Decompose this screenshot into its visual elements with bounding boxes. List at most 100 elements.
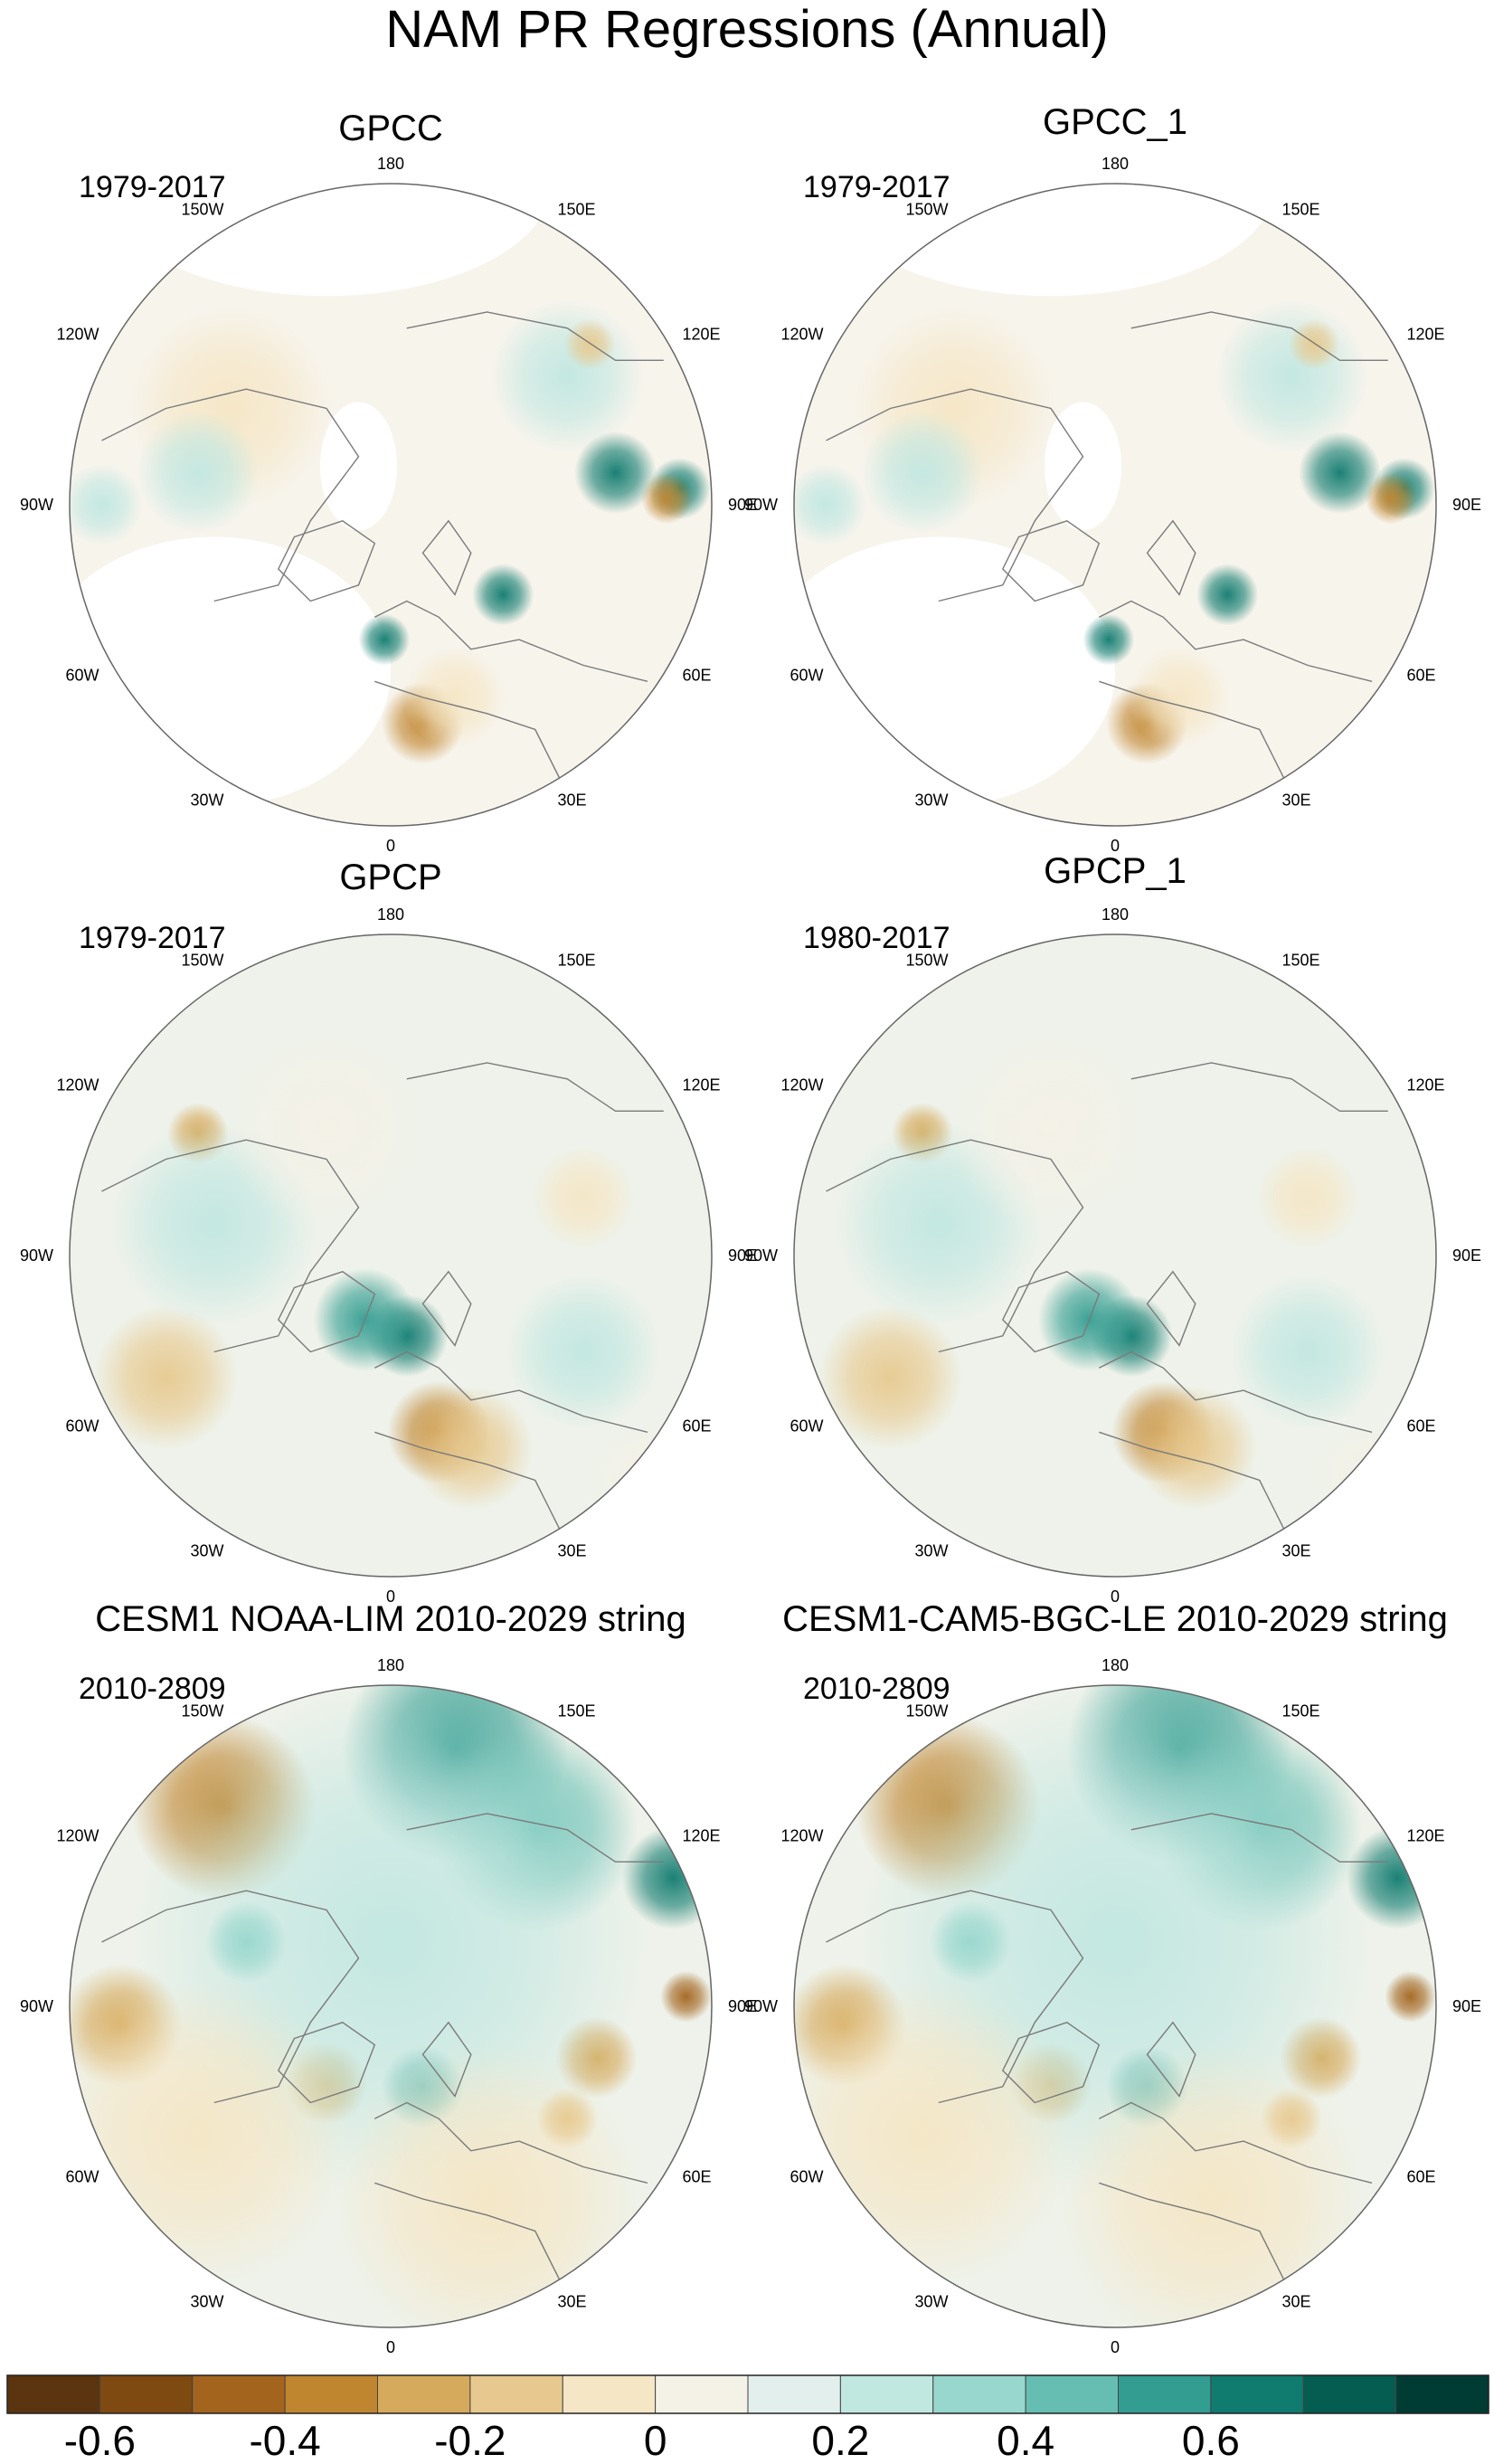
lon-label: 120E xyxy=(682,1076,720,1095)
anomaly-blob xyxy=(93,1305,239,1450)
map-border xyxy=(69,183,713,827)
panel-6: 180 150E 120E 90E 60E 30E 0 30W 60W 90W 120W 150W CE… xyxy=(744,1599,1481,2356)
map-border xyxy=(793,183,1437,827)
anomaly-blob xyxy=(563,318,616,370)
lon-label: 150E xyxy=(1282,952,1320,970)
anomaly-blob xyxy=(333,2044,641,2327)
lon-label: 120W xyxy=(780,1076,823,1095)
lon-label: 90W xyxy=(744,1246,778,1265)
anomaly-blob xyxy=(1133,1386,1257,1511)
anomaly-blob xyxy=(929,1900,1012,1984)
anomaly-blob xyxy=(1385,1970,1436,2023)
lon-label: 60E xyxy=(1406,667,1435,685)
anomaly-blob xyxy=(1128,646,1231,749)
anomaly-blob xyxy=(948,1024,1154,1230)
precip-field xyxy=(794,184,1436,826)
lon-label: 90E xyxy=(1452,1997,1481,2015)
lon-label: 90E xyxy=(1452,1246,1481,1265)
anomaly-blob xyxy=(640,472,693,525)
lon-label: 30E xyxy=(558,2292,587,2310)
lon-label: 90E xyxy=(728,1246,757,1265)
lon-label: 120W xyxy=(56,326,99,344)
anomaly-blob xyxy=(1365,472,1417,525)
panel-5: 180 150E 120E 90E 60E 30E 0 30W 60W 90W 120W 150W CE… xyxy=(20,1599,757,2356)
lon-label: 30E xyxy=(1282,1541,1311,1559)
lon-label: 150W xyxy=(905,1702,948,1720)
lon-label: 30W xyxy=(190,2292,223,2310)
anomaly-blob xyxy=(1196,564,1259,626)
lon-label: 150W xyxy=(181,1702,223,1720)
map-border xyxy=(69,1684,713,2328)
lon-label: 30E xyxy=(558,1541,587,1559)
lon-label: 120W xyxy=(56,1827,99,1845)
lon-label: 60E xyxy=(1406,1417,1435,1436)
lon-label: 150E xyxy=(1282,1702,1320,1720)
coastline xyxy=(406,1813,664,1862)
coastline xyxy=(277,1271,376,1353)
colorbar-tick-label: 0.2 xyxy=(811,2417,869,2464)
lon-label: 60E xyxy=(682,2168,711,2186)
colorbar-swatch xyxy=(284,2374,378,2414)
coastline xyxy=(1130,1062,1388,1112)
panel-title: GPCP xyxy=(339,858,441,897)
coastline xyxy=(1098,600,1373,682)
lon-label: 30W xyxy=(190,791,223,809)
anomaly-blob xyxy=(1310,1418,1434,1542)
panel-title: GPCC_1 xyxy=(1043,102,1187,142)
panel-period: 2010-2809 xyxy=(79,1672,226,1706)
colorbar-swatch xyxy=(1210,2374,1304,2414)
colorbar-swatch xyxy=(1118,2374,1212,2414)
coastline xyxy=(374,1431,568,1545)
lon-label: 30W xyxy=(914,1541,948,1559)
panel-period: 2010-2809 xyxy=(803,1672,950,1706)
ocean-mask xyxy=(1044,402,1122,531)
lon-label: 150E xyxy=(1282,201,1320,219)
anomaly-blob xyxy=(1299,431,1381,514)
lon-label: 30E xyxy=(1282,791,1311,809)
anomaly-blob xyxy=(136,411,260,535)
coastline xyxy=(1146,2021,1196,2098)
lon-label: 0 xyxy=(386,1587,395,1606)
anomaly-blob xyxy=(358,613,411,666)
anomaly-blob xyxy=(506,1275,661,1429)
lon-label: 150W xyxy=(181,952,223,970)
anomaly-blob xyxy=(223,1024,430,1230)
coastline xyxy=(1001,2022,1101,2104)
lon-label: 120E xyxy=(1406,1827,1444,1845)
colorbar-swatch xyxy=(1302,2374,1397,2414)
lon-label: 150E xyxy=(558,201,596,219)
anomaly-blob xyxy=(574,431,657,514)
lon-label: 180 xyxy=(377,905,404,924)
lon-label: 120E xyxy=(1406,326,1444,344)
coastline xyxy=(421,519,472,596)
anomaly-blob xyxy=(490,299,645,454)
coastline xyxy=(1098,1350,1373,1433)
lon-label: 90E xyxy=(728,496,757,514)
lon-label: 60W xyxy=(790,667,823,685)
lon-label: 30W xyxy=(190,1541,223,1559)
panel-2: 180 150E 120E 90E 60E 30E 0 30W 60W 90W 120W 150W GP… xyxy=(744,102,1481,855)
anomaly-blob xyxy=(1230,1275,1385,1429)
precip-field xyxy=(70,934,712,1577)
lon-label: 30E xyxy=(558,791,587,809)
lon-label: 60W xyxy=(790,1417,823,1436)
anomaly-blob xyxy=(1288,318,1340,370)
coastline xyxy=(1001,1271,1101,1353)
coastline xyxy=(421,1270,472,1347)
panel-3: 180 150E 120E 90E 60E 30E 0 30W 60W 90W 120W 150W GP… xyxy=(20,858,757,1606)
colorbar-tick-label: -0.6 xyxy=(64,2417,136,2464)
panel-period: 1980-2017 xyxy=(803,921,950,955)
lon-label: 180 xyxy=(1102,1656,1129,1674)
colorbar-swatch xyxy=(562,2374,657,2414)
precip-field xyxy=(794,934,1436,1577)
lon-label: 120W xyxy=(780,326,823,344)
coastline xyxy=(406,311,664,361)
lon-label: 90W xyxy=(20,1997,53,2015)
anomaly-blob xyxy=(794,463,867,546)
coastline xyxy=(1099,1431,1292,1545)
lon-label: 180 xyxy=(1102,905,1129,924)
lon-label: 150W xyxy=(905,201,948,219)
coastline xyxy=(421,2021,472,2098)
lon-label: 150W xyxy=(905,952,948,970)
